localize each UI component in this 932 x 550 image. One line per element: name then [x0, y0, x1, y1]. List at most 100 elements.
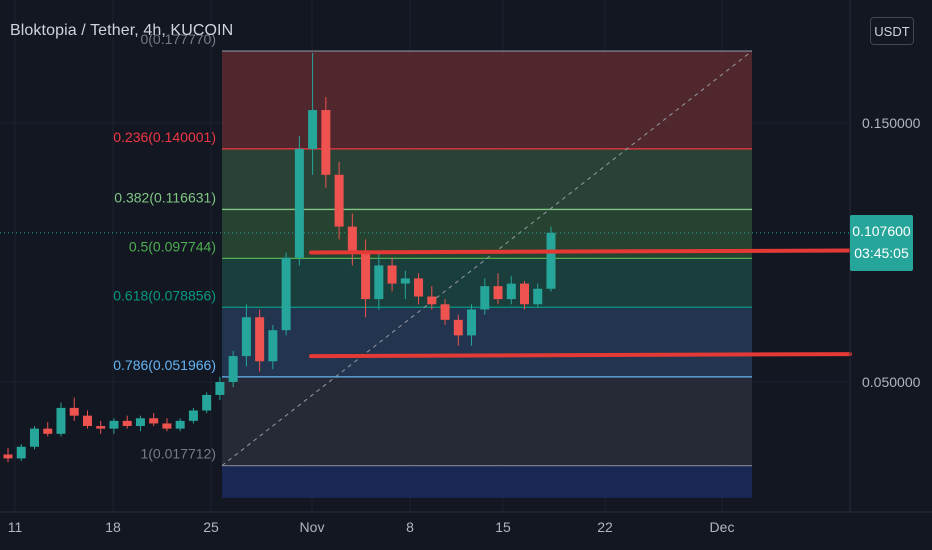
- candle-body: [453, 319, 463, 336]
- candle: [268, 325, 278, 370]
- candle-body: [294, 148, 304, 258]
- candle-body: [16, 446, 26, 459]
- fib-zone-0: [222, 51, 752, 149]
- x-tick-label: 8: [406, 519, 414, 535]
- candle: [82, 410, 92, 429]
- candle-body: [361, 252, 371, 300]
- candle: [281, 252, 291, 336]
- candle: [400, 270, 410, 300]
- support-resistance-lines[interactable]: [309, 248, 852, 359]
- fib-zone-0.236: [222, 148, 752, 210]
- candle-body: [281, 257, 291, 331]
- candle-body: [493, 286, 503, 300]
- candle: [374, 252, 384, 310]
- candlestick-series[interactable]: [3, 53, 556, 463]
- fib-label-0.5: 0.5(0.097744): [129, 238, 216, 254]
- candle: [96, 420, 106, 434]
- x-tick-label: 15: [495, 519, 511, 535]
- candle: [56, 402, 66, 437]
- candle-body: [506, 283, 516, 300]
- fib-label-0: 0(0.177770): [140, 31, 216, 47]
- candle: [29, 426, 39, 450]
- candle: [453, 314, 463, 346]
- candle-body: [480, 286, 490, 310]
- fib-label-0.618: 0.618(0.078856): [113, 287, 216, 303]
- candle-body: [82, 415, 92, 427]
- candle-body: [109, 420, 119, 429]
- candle-body: [69, 407, 79, 416]
- candle: [546, 226, 556, 292]
- candle-body: [215, 382, 225, 395]
- x-tick-label: 18: [105, 519, 121, 535]
- candle: [520, 280, 530, 310]
- candle-body: [135, 418, 145, 427]
- candle: [533, 283, 543, 307]
- candle: [149, 413, 159, 427]
- candle-body: [188, 410, 198, 421]
- candle: [506, 275, 516, 305]
- candle: [188, 407, 198, 424]
- candle-body: [334, 174, 344, 227]
- candle: [440, 299, 450, 326]
- candle-body: [255, 317, 265, 362]
- candle-body: [414, 278, 424, 297]
- candle-body: [122, 420, 132, 427]
- candle: [202, 392, 212, 414]
- candle: [69, 397, 79, 421]
- candle-body: [533, 288, 543, 305]
- resistance-line: [309, 248, 852, 255]
- candle-body: [308, 110, 318, 149]
- candle-body: [29, 428, 39, 447]
- candle-body: [3, 454, 13, 459]
- candle: [109, 418, 119, 434]
- candle-body: [241, 317, 251, 357]
- x-tick-label: Nov: [300, 519, 325, 535]
- candle-body: [387, 265, 397, 284]
- candle-body: [149, 418, 159, 424]
- x-tick-label: 11: [8, 519, 23, 535]
- candle: [347, 213, 357, 266]
- candle-body: [546, 232, 556, 289]
- x-tick-label: Dec: [710, 519, 735, 535]
- candle: [387, 257, 397, 292]
- fib-trend-line: [221, 50, 753, 467]
- candle: [135, 415, 145, 432]
- candle: [228, 350, 238, 388]
- candle-body: [268, 330, 278, 362]
- candle-body: [467, 309, 477, 336]
- candle: [241, 304, 251, 367]
- candle: [334, 161, 344, 240]
- candle-body: [347, 226, 357, 253]
- fibonacci-retracement[interactable]: [0, 50, 850, 498]
- candle: [255, 309, 265, 372]
- candle: [493, 273, 503, 305]
- candle-body: [400, 278, 410, 284]
- y-tick-label: 0.050000: [862, 374, 921, 390]
- fib-label-0.236: 0.236(0.140001): [113, 129, 216, 145]
- x-tick-label: 22: [597, 519, 613, 535]
- candle-body: [427, 296, 437, 305]
- candle: [414, 273, 424, 305]
- currency-button[interactable]: USDT: [870, 17, 914, 45]
- fib-zone-0.786: [222, 376, 752, 466]
- support-line: [309, 352, 852, 359]
- candle-body: [321, 110, 331, 175]
- fib-label-1: 1(0.017712): [140, 446, 216, 462]
- fib-zone-1: [222, 465, 752, 498]
- candle-body: [440, 304, 450, 320]
- candle-body: [520, 283, 530, 305]
- candle: [122, 415, 132, 429]
- candle: [294, 135, 304, 266]
- candle: [321, 97, 331, 188]
- y-tick-label: 0.150000: [862, 115, 921, 131]
- candle: [215, 376, 225, 401]
- candle: [3, 448, 13, 463]
- candle-body: [175, 420, 185, 429]
- fib-label-0.786: 0.786(0.051966): [113, 357, 216, 373]
- candle-body: [374, 265, 384, 300]
- fibonacci-labels: 0(0.177770) 0.236(0.140001) 0.382(0.116631…: [113, 31, 216, 462]
- symbol-title: Bloktopia / Tether, 4h, KUCOIN: [10, 22, 234, 39]
- candle-body: [162, 423, 172, 429]
- last-price-value: 0.107600: [852, 223, 911, 239]
